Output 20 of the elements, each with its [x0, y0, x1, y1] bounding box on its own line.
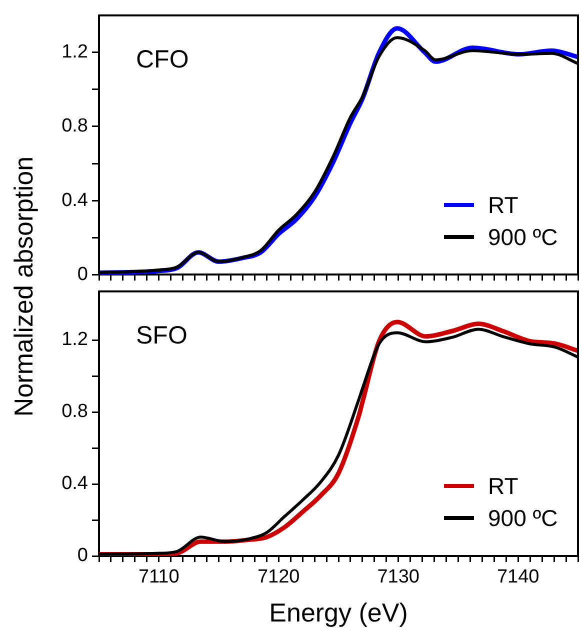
y-tick-label: 0.8: [62, 401, 88, 422]
legend-label: 900 ºC: [488, 504, 558, 533]
y-tick-label: 0.8: [62, 116, 88, 137]
y-tick-label: 0.4: [62, 473, 88, 494]
annotation: SFO: [136, 321, 188, 350]
annotation: CFO: [136, 45, 189, 74]
y-tick-label: 0: [77, 264, 88, 285]
legend-label: RT: [488, 472, 518, 501]
y-tick-label: 0: [77, 545, 88, 566]
y-tick-label: 0.4: [62, 190, 88, 211]
y-tick-label: 1.2: [62, 42, 88, 63]
x-axis-title: Energy (eV): [269, 598, 408, 628]
legend-label: 900 ºC: [488, 222, 558, 252]
y-tick-label: 1.2: [62, 329, 88, 350]
x-tick-label: 7110: [138, 566, 180, 588]
x-tick-label: 7140: [496, 566, 540, 588]
legend-label: RT: [488, 190, 518, 220]
x-tick-label: 7120: [257, 566, 300, 588]
x-tick-label: 7130: [377, 566, 420, 588]
y-axis-title: Normalized absorption: [8, 156, 40, 416]
